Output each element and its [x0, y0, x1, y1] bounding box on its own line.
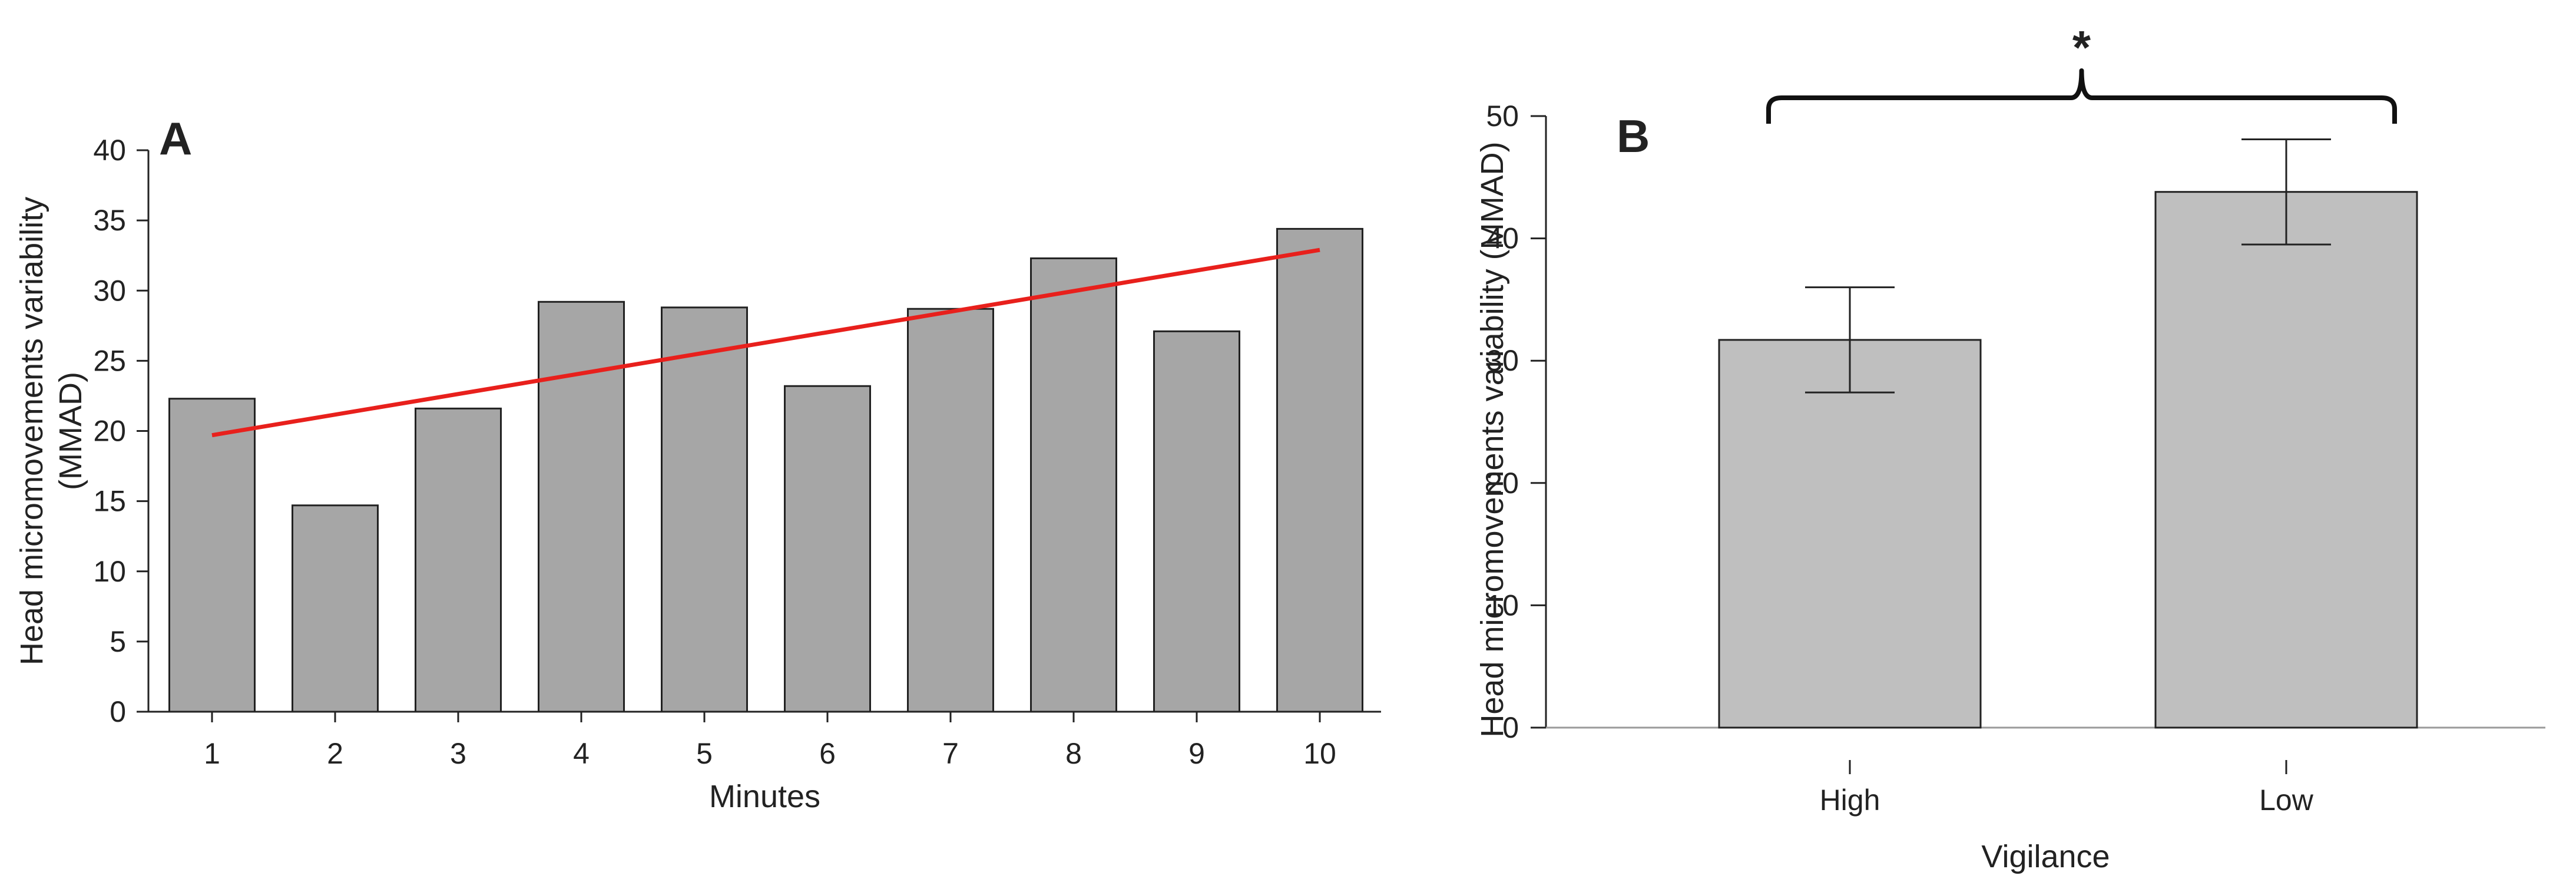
x-tick-label: 2 — [327, 737, 343, 770]
y-tick-label: 30 — [1486, 344, 1519, 377]
y-tick-label: 10 — [1486, 589, 1519, 622]
x-tick-label: 7 — [942, 737, 959, 770]
x-tick-label: 9 — [1188, 737, 1205, 770]
y-tick-label: 20 — [93, 415, 126, 448]
y-tick-label: 50 — [1486, 100, 1519, 133]
x-tick-label: 6 — [819, 737, 836, 770]
y-tick-label: 15 — [93, 485, 126, 518]
bar — [2154, 191, 2418, 729]
bar — [1153, 330, 1240, 713]
bar — [168, 398, 256, 713]
x-tick-label: 5 — [696, 737, 713, 770]
significance-bracket — [1766, 68, 2397, 124]
x-tick-label: 1 — [204, 737, 220, 770]
y-tick-label: 5 — [110, 625, 126, 658]
y-axis-title-line: Head micromovements variability — [14, 197, 49, 665]
bar — [907, 308, 994, 713]
bar — [1276, 227, 1363, 713]
bar — [784, 385, 871, 713]
bar — [1718, 339, 1982, 729]
y-tick-label: 40 — [93, 134, 126, 167]
y-axis-title: Head micromovements variability (MMAD) — [14, 197, 88, 665]
bar — [538, 300, 625, 713]
x-tick-label: 4 — [573, 737, 590, 770]
x-axis-title: Minutes — [709, 779, 820, 814]
chart-panel-a: 0 5 10 15 20 25 30 35 40 1 2 3 4 5 6 7 8 9 10 Minutes Head m… — [14, 113, 1381, 814]
y-tick-label: 20 — [1486, 467, 1519, 500]
y-axis-title: Head micromovements variability (MMAD) — [1475, 141, 1510, 737]
y-tick-label: 25 — [93, 344, 126, 377]
panel-label-a: A — [159, 113, 192, 164]
bar — [415, 407, 502, 713]
y-tick-label: 0 — [110, 695, 126, 728]
y-tick-label: 0 — [1502, 711, 1519, 744]
y-tick-label: 30 — [93, 274, 126, 307]
chart-panel-b: 0 10 20 30 40 50 High Low * Vigilance Head micromo… — [1475, 21, 2545, 874]
y-tick-label: 10 — [93, 555, 126, 588]
y-axis-title-line: (MMAD) — [53, 372, 88, 490]
significance-label: * — [2072, 21, 2091, 74]
trend-line — [211, 247, 1320, 438]
bar — [1030, 257, 1117, 713]
x-tick-label: 3 — [450, 737, 466, 770]
bar — [292, 504, 379, 713]
x-tick-label: Low — [2259, 784, 2314, 817]
x-tick-label: 8 — [1065, 737, 1082, 770]
y-tick-label: 40 — [1486, 222, 1519, 255]
panel-label-b: B — [1617, 110, 1650, 162]
x-tick-label: High — [1820, 784, 1880, 817]
y-tick-label: 35 — [93, 204, 126, 237]
x-axis-title: Vigilance — [1981, 839, 2110, 874]
x-tick-label: 10 — [1303, 737, 1336, 770]
bar — [661, 306, 748, 713]
